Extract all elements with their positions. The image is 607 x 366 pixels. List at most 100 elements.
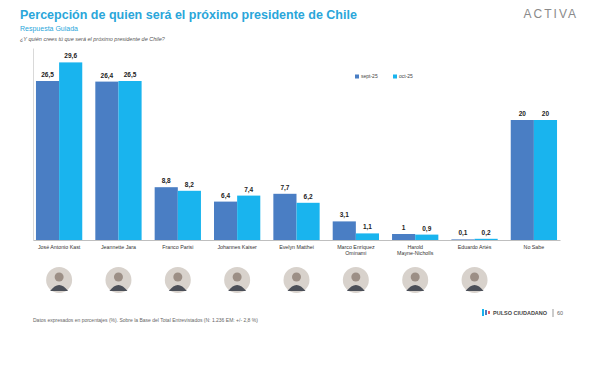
brand: ACTIVA (524, 7, 578, 21)
photo-head (114, 273, 123, 282)
photo-head (470, 273, 479, 282)
data-label: 8,2 (185, 181, 194, 189)
bar (511, 120, 534, 240)
photo-circle (46, 267, 72, 293)
subtitle: Respuesta Guiada (20, 25, 78, 33)
data-label: 6,4 (221, 192, 230, 200)
photo-head (411, 273, 420, 282)
photo-circle (402, 267, 428, 293)
photo (224, 267, 250, 293)
bar (214, 202, 237, 240)
data-label: 29,6 (64, 52, 77, 60)
legend: sept-25 oct-25 (355, 73, 413, 79)
data-label: 7,4 (244, 186, 253, 194)
data-label: 1 (402, 224, 406, 231)
title: Percepción de quien será el próximo pres… (20, 8, 357, 22)
footnote: Datos expresados en porcentajes (%). Sob… (33, 317, 258, 323)
data-labels: 26,526,48,86,47,73,110,12029,626,58,27,4… (41, 52, 549, 237)
data-label: 8,8 (162, 177, 171, 185)
photos (46, 267, 487, 293)
data-label: 26,5 (124, 71, 137, 79)
photo-head (55, 273, 64, 282)
photo-circle (284, 267, 310, 293)
bar (415, 235, 438, 240)
bar (451, 239, 474, 240)
photo (284, 267, 310, 293)
question: ¿Y quién crees tú que será el próximo pr… (20, 36, 166, 42)
bar (237, 196, 260, 240)
page-number: 60 (557, 310, 563, 316)
bars (36, 62, 557, 240)
x-tick: Johannes Kaiser (217, 240, 257, 250)
photo (165, 267, 191, 293)
photo-body (406, 285, 424, 291)
photo-body (466, 285, 484, 291)
bar (36, 81, 59, 240)
bar (59, 62, 82, 240)
x-axis-line (34, 240, 561, 241)
photo-body (288, 285, 306, 291)
photo-body (347, 285, 365, 291)
legend-swatch (393, 75, 397, 79)
photo (105, 267, 131, 293)
photo-body (109, 285, 127, 291)
photo-body (228, 285, 246, 291)
x-tick-label: José Antonio Kast (38, 244, 81, 250)
x-tick-label: Eduardo Artés (458, 244, 492, 250)
chart: Percepción de quien será el próximo pres… (0, 0, 607, 366)
y-axis-line (33, 49, 34, 241)
photo-circle (462, 267, 488, 293)
x-tick-label: Marco EnríquezOminami (337, 244, 375, 256)
data-label: 0,2 (482, 229, 491, 237)
legend-item: oct-25 (393, 73, 413, 79)
source: PULSO CIUDADANO (493, 310, 548, 316)
data-label: 20 (542, 110, 550, 117)
photo-circle (165, 267, 191, 293)
photo (462, 267, 488, 293)
data-label: 26,4 (101, 72, 114, 80)
x-tick: Marco EnríquezOminami (337, 240, 375, 256)
x-tick-label: No Sabe (524, 244, 545, 250)
bar (118, 81, 141, 240)
bar (475, 239, 498, 240)
bar (155, 187, 178, 240)
legend-swatch (355, 75, 359, 79)
data-label: 1,1 (363, 223, 372, 231)
x-tick-label: Johannes Kaiser (217, 244, 257, 250)
x-tick-label: Evelyn Matthei (279, 244, 314, 250)
photo-circle (224, 267, 250, 293)
x-tick: Jeannette Jara (101, 240, 136, 250)
bar (356, 233, 379, 240)
bar (534, 120, 557, 240)
photo-body (50, 285, 68, 291)
photo (343, 267, 369, 293)
legend-label: oct-25 (399, 73, 413, 79)
legend-label: sept-25 (361, 73, 378, 79)
bar (392, 234, 415, 240)
bar (333, 221, 356, 240)
bar-series (36, 81, 534, 240)
bar (273, 194, 296, 240)
x-tick: No Sabe (524, 240, 545, 250)
photo (402, 267, 428, 293)
photo-circle (105, 267, 131, 293)
x-tick: Eduardo Artés (458, 240, 492, 250)
bar (95, 82, 118, 240)
x-tick: Franco Parisi (162, 240, 193, 250)
x-tick: Evelyn Matthei (279, 240, 314, 250)
bar-series (59, 62, 557, 240)
data-label: 26,5 (41, 71, 54, 79)
photo-head (173, 273, 182, 282)
photo-body (169, 285, 187, 291)
x-tick: HaroldMayne-Nicholls (397, 240, 434, 256)
legend-item: sept-25 (355, 73, 378, 79)
data-label: 0,9 (422, 225, 431, 233)
photo-head (233, 273, 242, 282)
x-axis: José Antonio Kast Jeannette Jara Franco Pa… (34, 240, 561, 256)
x-tick-label: Jeannette Jara (101, 244, 136, 250)
photo-head (292, 273, 301, 282)
bar (297, 203, 320, 240)
x-tick: José Antonio Kast (38, 240, 81, 250)
x-tick-label: Franco Parisi (162, 244, 193, 250)
photo (46, 267, 72, 293)
